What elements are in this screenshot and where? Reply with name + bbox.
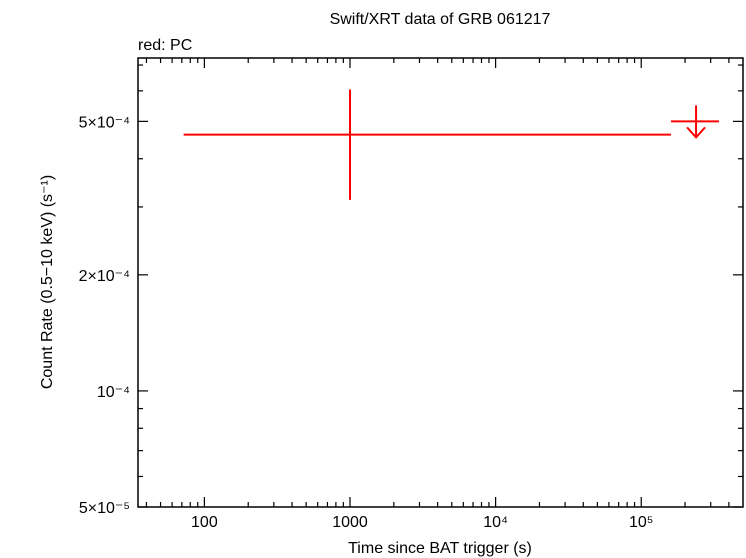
upper-limit-arrow [686,105,706,139]
y-tick-label: 5×10⁻⁵ [79,500,130,517]
y-tick-label: 10⁻⁴ [97,384,130,401]
x-axis-label: Time since BAT trigger (s) [348,540,532,557]
y-tick-label: 5×10⁻⁴ [79,114,130,131]
x-tick-label: 1000 [332,514,368,531]
y-axis-label: Count Rate (0.5−10 keV) (s⁻¹) [39,175,56,389]
y-tick-label: 2×10⁻⁴ [79,268,130,285]
x-tick-label: 10⁵ [629,514,653,531]
x-tick-label: 10⁴ [483,514,508,531]
plot-frame [137,57,744,508]
annotation: red: PC [138,37,192,54]
chart-title: Swift/XRT data of GRB 061217 [330,11,551,28]
x-tick-label: 100 [191,514,218,531]
